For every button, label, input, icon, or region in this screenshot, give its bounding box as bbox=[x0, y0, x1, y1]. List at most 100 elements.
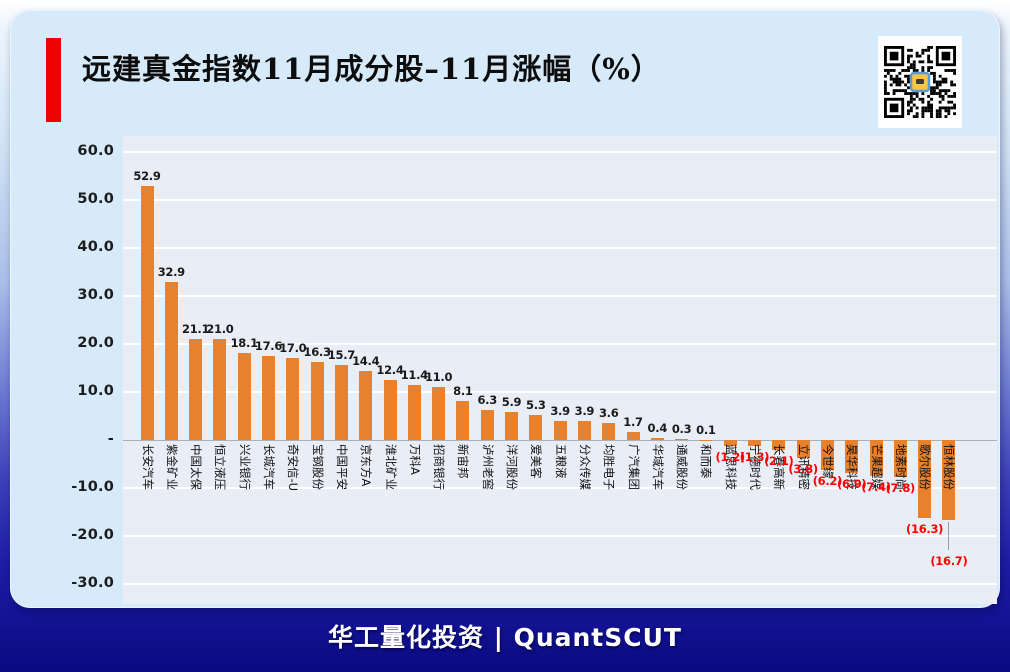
y-tick-label: 40.0 bbox=[77, 239, 114, 255]
bar bbox=[334, 364, 348, 440]
bar-value-label: 12.4 bbox=[376, 363, 404, 378]
category-label: 长城汽车 bbox=[262, 444, 276, 490]
grid-line bbox=[123, 199, 997, 201]
category-label: 兴业银行 bbox=[237, 444, 252, 490]
bar-value-label: 3.6 bbox=[598, 405, 619, 420]
grid-line bbox=[123, 151, 997, 153]
bar bbox=[189, 338, 203, 440]
bar bbox=[918, 440, 932, 519]
bar-value-label: 32.9 bbox=[157, 265, 185, 280]
category-label: 泸州老窖 bbox=[480, 444, 495, 490]
grid-line bbox=[123, 487, 997, 489]
grid-line bbox=[123, 583, 997, 585]
label-leader-line bbox=[948, 522, 950, 551]
qr-code-image bbox=[884, 46, 956, 118]
y-tick-label: 60.0 bbox=[77, 143, 114, 159]
bar-value-label: 3.9 bbox=[550, 404, 570, 419]
y-tick-label: 30.0 bbox=[77, 287, 114, 303]
bar bbox=[529, 414, 543, 440]
y-tick-label: 20.0 bbox=[77, 335, 114, 351]
bar bbox=[869, 440, 883, 476]
bar-value-label: (6.2) bbox=[812, 473, 843, 488]
bar bbox=[140, 186, 154, 440]
category-label: 五粮液 bbox=[553, 444, 568, 479]
grid-line bbox=[123, 247, 997, 249]
footer-caption: 华工量化投资 | QuantSCUT bbox=[328, 623, 682, 652]
category-label: 均胜电子 bbox=[602, 444, 617, 490]
bar bbox=[505, 411, 518, 440]
bar-value-label: 17.0 bbox=[279, 341, 307, 356]
bar bbox=[820, 440, 834, 470]
bar bbox=[893, 440, 907, 478]
bar-value-label: (16.7) bbox=[930, 554, 968, 569]
bar bbox=[383, 380, 397, 440]
bar-value-label: 8.1 bbox=[453, 384, 473, 399]
bar bbox=[286, 358, 300, 440]
y-tick-label: 50.0 bbox=[77, 191, 114, 207]
category-label: 京东方A bbox=[359, 444, 374, 487]
category-label: 奇安信-U bbox=[286, 444, 301, 492]
bar bbox=[456, 401, 470, 440]
category-label: 长安汽车 bbox=[140, 444, 155, 490]
bar bbox=[650, 438, 664, 440]
grid-line bbox=[123, 343, 997, 345]
bar bbox=[748, 440, 761, 447]
bar-value-label: 16.3 bbox=[303, 344, 331, 359]
title-accent-bar bbox=[46, 38, 61, 122]
bar bbox=[699, 439, 713, 440]
qr-code bbox=[878, 36, 962, 128]
category-label: 宝钢股份 bbox=[310, 444, 325, 490]
bar-value-label: 21.0 bbox=[206, 322, 234, 337]
bar-value-label: 11.0 bbox=[425, 370, 453, 385]
y-tick-label: 10.0 bbox=[77, 383, 114, 399]
bar bbox=[577, 421, 591, 440]
bar bbox=[359, 370, 373, 440]
bar bbox=[262, 355, 275, 440]
content-card: 远建真金指数11月成分股–11月涨幅（%） 60.0 50.0 40.0 30.0 20… bbox=[10, 10, 1000, 608]
bar bbox=[407, 385, 421, 440]
bar bbox=[602, 422, 616, 440]
grid-line bbox=[123, 295, 997, 297]
category-label: 淮北矿业 bbox=[383, 444, 398, 490]
category-label: 恒立液压 bbox=[213, 444, 228, 490]
bar-value-label: (3.8) bbox=[788, 462, 818, 477]
plot-area bbox=[123, 136, 997, 604]
category-label: 华域汽车 bbox=[650, 444, 665, 490]
bar-value-label: 21.1 bbox=[182, 321, 210, 336]
category-label: 洋河股份 bbox=[505, 444, 519, 490]
bar-value-label: 0.4 bbox=[647, 421, 668, 436]
category-label: 分众传媒 bbox=[577, 444, 592, 490]
bar-value-label: 52.9 bbox=[133, 169, 161, 184]
bar-value-label: 5.3 bbox=[526, 397, 546, 412]
category-label: 恒林股份 bbox=[942, 444, 957, 490]
y-tick-label: -30.0 bbox=[71, 575, 114, 591]
bar-value-label: 0.1 bbox=[696, 422, 716, 437]
category-label: 通威股份 bbox=[675, 444, 690, 490]
bar bbox=[213, 339, 227, 440]
bar-value-label: 3.9 bbox=[574, 404, 595, 419]
bar-value-label: 6.3 bbox=[477, 392, 497, 407]
category-label: 中国太保 bbox=[189, 444, 204, 490]
bar bbox=[723, 440, 737, 446]
x-axis-line bbox=[123, 440, 997, 441]
bar bbox=[942, 440, 956, 521]
bar-value-label: 17.6 bbox=[254, 338, 283, 353]
y-tick-label: - bbox=[107, 431, 114, 447]
bar bbox=[164, 282, 178, 440]
bar-value-label: (2.1) bbox=[764, 454, 794, 469]
bar-value-label: (1.3) bbox=[739, 450, 770, 465]
bar bbox=[432, 387, 446, 440]
y-tick-label: -20.0 bbox=[71, 527, 114, 543]
bar-value-label: 14.4 bbox=[352, 353, 380, 368]
category-label: 招商银行 bbox=[432, 444, 447, 490]
grid-line bbox=[123, 535, 997, 537]
bar bbox=[626, 431, 640, 440]
bar-value-label: 1.7 bbox=[623, 414, 643, 429]
bar bbox=[237, 353, 251, 440]
y-tick-label: -10.0 bbox=[71, 479, 114, 495]
grid-line bbox=[123, 391, 997, 393]
bar-value-label: 11.4 bbox=[400, 368, 428, 383]
bar bbox=[553, 421, 567, 440]
bar-value-label: 0.3 bbox=[671, 421, 692, 436]
